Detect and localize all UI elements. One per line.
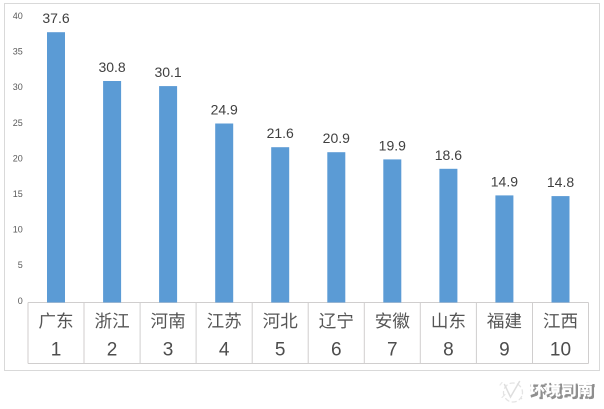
svg-text:2: 2 xyxy=(107,339,118,360)
svg-text:8: 8 xyxy=(443,339,454,360)
svg-text:35: 35 xyxy=(13,47,23,57)
svg-text:19.9: 19.9 xyxy=(379,137,406,153)
svg-text:15: 15 xyxy=(13,189,23,199)
svg-text:14.9: 14.9 xyxy=(491,173,518,189)
svg-text:10: 10 xyxy=(550,339,571,360)
svg-text:10: 10 xyxy=(13,225,23,235)
svg-text:3: 3 xyxy=(163,339,174,360)
svg-text:1: 1 xyxy=(51,339,62,360)
svg-text:37.6: 37.6 xyxy=(42,10,69,26)
svg-text:40: 40 xyxy=(13,11,23,21)
svg-text:18.6: 18.6 xyxy=(435,147,462,163)
svg-text:14.8: 14.8 xyxy=(547,174,574,190)
svg-text:20.9: 20.9 xyxy=(323,130,350,146)
svg-text:6: 6 xyxy=(331,339,342,360)
svg-text:30.1: 30.1 xyxy=(154,64,181,80)
svg-text:5: 5 xyxy=(18,260,23,270)
svg-text:30.8: 30.8 xyxy=(98,59,125,75)
svg-text:21.6: 21.6 xyxy=(267,125,294,141)
svg-text:9: 9 xyxy=(499,339,510,360)
svg-text:30: 30 xyxy=(13,82,23,92)
svg-text:4: 4 xyxy=(219,339,230,360)
svg-text:5: 5 xyxy=(275,339,286,360)
svg-text:20: 20 xyxy=(13,153,23,163)
svg-text:0: 0 xyxy=(18,296,23,306)
svg-text:7: 7 xyxy=(387,339,398,360)
svg-text:25: 25 xyxy=(13,118,23,128)
svg-text:24.9: 24.9 xyxy=(211,102,238,118)
